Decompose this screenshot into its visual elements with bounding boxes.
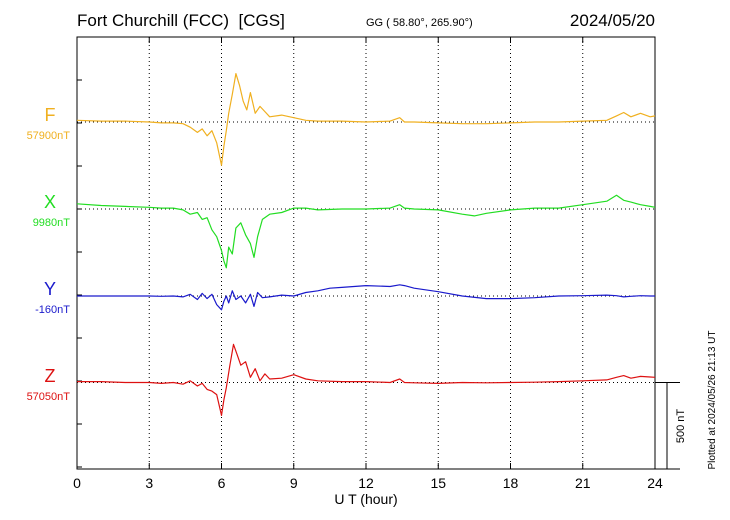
x-tick-label: 6	[218, 475, 226, 491]
x-tick-label: 15	[430, 475, 446, 491]
series-name-x: X	[44, 192, 56, 212]
series-baseline-y: -160nT	[35, 304, 70, 316]
x-tick-label: 24	[647, 475, 663, 491]
series-baseline-z: 57050nT	[27, 391, 71, 403]
series-baseline-f: 57900nT	[27, 130, 71, 142]
series-line-z	[77, 343, 656, 416]
x-tick-label: 3	[145, 475, 153, 491]
series-layer	[76, 72, 656, 416]
series-name-z: Z	[45, 366, 56, 386]
station-coordinates: GG ( 58.80°, 265.90°)	[366, 17, 473, 29]
x-tick-label: 9	[290, 475, 298, 491]
plotted-at-note: Plotted at 2024/05/26 21:13 UT	[707, 331, 718, 470]
series-line-f	[76, 72, 656, 166]
series-name-f: F	[45, 105, 56, 125]
series-labels: F 57900nT X 9980nT Y -160nT Z 57050nT	[27, 105, 71, 403]
grid-layer	[77, 37, 655, 469]
series-line-y	[77, 284, 655, 311]
series-name-y: Y	[44, 279, 56, 299]
series-line-x	[76, 194, 656, 269]
x-axis-ticks: 0 3 6 9 12 15 18 21 24	[73, 37, 663, 491]
x-tick-label: 21	[575, 475, 591, 491]
series-baseline-x: 9980nT	[33, 217, 71, 229]
x-tick-label: 0	[73, 475, 81, 491]
chart-date: 2024/05/20	[570, 11, 655, 30]
x-tick-label: 12	[358, 475, 374, 491]
scale-bar: 500 nT	[655, 382, 687, 470]
chart-title: Fort Churchill (FCC) [CGS]	[77, 11, 285, 30]
x-axis-label: U T (hour)	[334, 491, 397, 507]
x-tick-label: 18	[503, 475, 519, 491]
scale-bar-label: 500 nT	[675, 409, 687, 444]
